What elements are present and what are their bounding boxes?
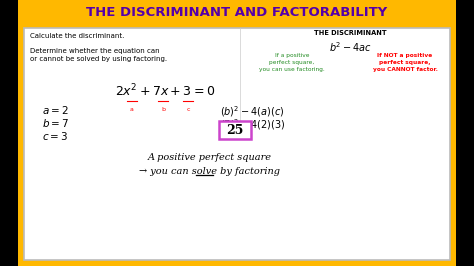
Text: $(7)^2 - 4(2)(3)$: $(7)^2 - 4(2)(3)$: [220, 117, 285, 132]
Bar: [18, 0, 456, 26]
Text: THE DISCRIMINANT AND FACTORABILITY: THE DISCRIMINANT AND FACTORABILITY: [86, 6, 388, 19]
Text: $b^2 - 4ac$: $b^2 - 4ac$: [328, 40, 372, 54]
Text: $(b)^2 - 4(a)(c)$: $(b)^2 - 4(a)(c)$: [220, 104, 284, 119]
Text: 25: 25: [226, 123, 244, 136]
Text: $b = 7$: $b = 7$: [42, 117, 69, 129]
FancyBboxPatch shape: [219, 121, 251, 139]
Text: c: c: [186, 107, 190, 112]
Bar: [24, 28, 450, 260]
Text: → you can solve by factoring: → you can solve by factoring: [139, 167, 281, 176]
Bar: [456, 0, 474, 266]
Text: Calculate the discriminant.: Calculate the discriminant.: [30, 33, 124, 39]
Text: $a = 2$: $a = 2$: [42, 104, 69, 116]
Text: b: b: [161, 107, 165, 112]
Text: $c = 3$: $c = 3$: [42, 130, 68, 142]
Text: If NOT a positive
perfect square,
you CANNOT factor.: If NOT a positive perfect square, you CA…: [373, 53, 438, 72]
Text: A positive perfect square: A positive perfect square: [148, 153, 272, 162]
Text: If a positive
perfect square,
you can use factoring.: If a positive perfect square, you can us…: [259, 53, 325, 72]
Bar: [0, 0, 18, 266]
Text: $2x^2 + 7x + 3 = 0$: $2x^2 + 7x + 3 = 0$: [115, 83, 215, 99]
Text: Determine whether the equation can
or cannot be solved by using factoring.: Determine whether the equation can or ca…: [30, 48, 167, 63]
Text: THE DISCRIMINANT: THE DISCRIMINANT: [314, 30, 386, 36]
Text: a: a: [130, 107, 134, 112]
